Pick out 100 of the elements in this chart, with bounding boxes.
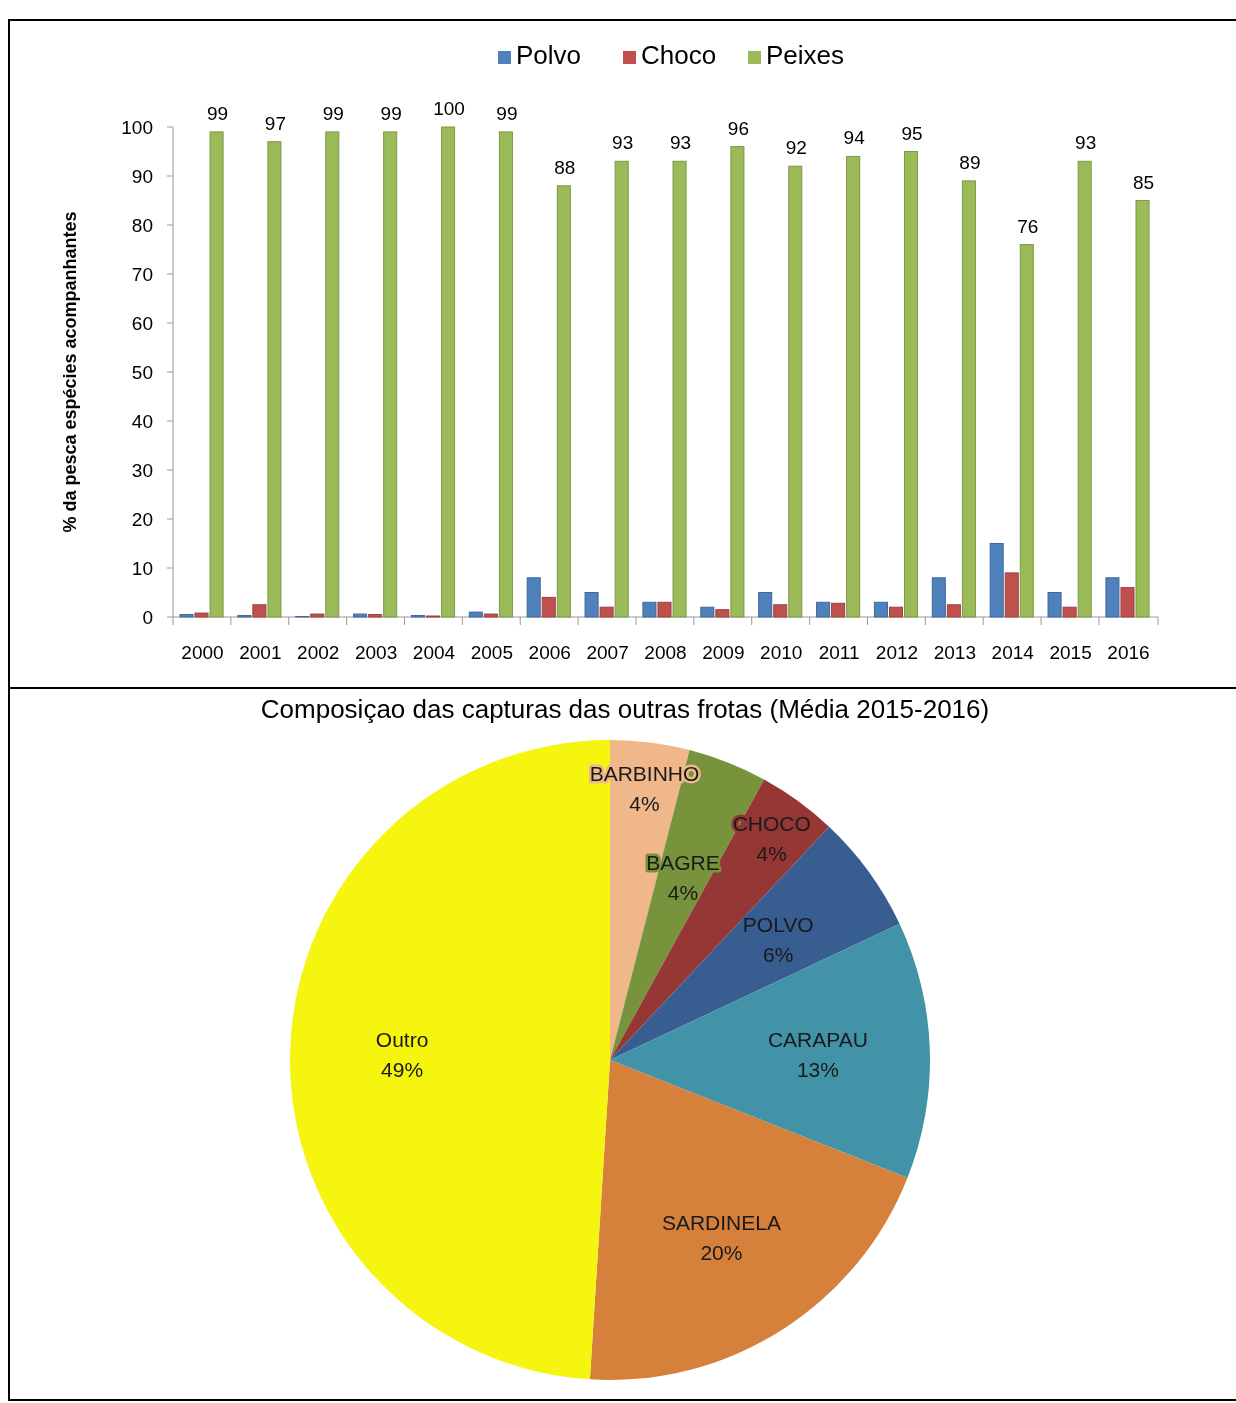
bar xyxy=(209,131,224,618)
x-tick-label: 2010 xyxy=(760,642,803,663)
bar xyxy=(1047,592,1062,618)
data-label: 93 xyxy=(1075,132,1097,154)
slice-label: Outro xyxy=(375,1028,429,1052)
bar xyxy=(1135,200,1150,618)
bar xyxy=(179,614,194,618)
y-tick-label: 20 xyxy=(131,509,153,530)
y-tick-label: 100 xyxy=(121,117,153,138)
bar xyxy=(267,141,282,618)
y-tick-label: 10 xyxy=(131,558,153,579)
bar xyxy=(1019,244,1034,618)
data-label: 76 xyxy=(1017,215,1039,237)
y-tick-label: 80 xyxy=(131,215,153,236)
data-label: 85 xyxy=(1132,171,1155,193)
slice-label: POLVO xyxy=(742,912,814,936)
y-tick-label: 50 xyxy=(131,362,153,383)
bar xyxy=(599,606,614,618)
data-label: 99 xyxy=(496,102,518,124)
bar xyxy=(873,601,888,618)
y-tick-label: 90 xyxy=(131,166,153,187)
data-label: 13% xyxy=(796,1058,839,1082)
data-label: 96 xyxy=(727,117,749,139)
data-label: 4% xyxy=(629,791,660,815)
bar xyxy=(353,613,368,618)
bar xyxy=(194,612,209,618)
bar xyxy=(788,165,803,618)
bar xyxy=(541,596,556,618)
bar xyxy=(556,185,571,618)
x-tick-label: 2009 xyxy=(702,642,745,663)
chart-title: Composiçao das capturas das outras frotas (Média 2015-2016) xyxy=(260,694,990,724)
x-tick-label: 2001 xyxy=(239,642,282,663)
bar xyxy=(758,592,773,618)
bar xyxy=(846,155,861,618)
x-tick-label: 2003 xyxy=(354,642,398,663)
slice-label: CARAPAU xyxy=(767,1028,868,1052)
x-tick-label: 2005 xyxy=(470,642,514,663)
slice-label: SARDINELA xyxy=(661,1210,781,1234)
bar xyxy=(961,180,976,618)
data-label: 92 xyxy=(785,137,807,159)
data-label: 88 xyxy=(554,156,576,178)
data-label: 49% xyxy=(381,1058,424,1082)
bar xyxy=(1062,606,1077,618)
bar xyxy=(441,126,456,618)
y-tick-label: 60 xyxy=(131,313,153,334)
x-tick-label: 2000 xyxy=(181,642,224,663)
bar xyxy=(1105,577,1120,618)
x-tick-label: 2012 xyxy=(875,642,919,663)
data-label: 20% xyxy=(700,1240,743,1264)
bar xyxy=(614,160,629,618)
legend-label: Polvo xyxy=(516,40,582,70)
bar xyxy=(252,604,267,618)
x-tick-label: 2008 xyxy=(644,642,687,663)
bar xyxy=(816,601,831,618)
bar xyxy=(1120,587,1135,618)
bar xyxy=(310,613,325,618)
data-label: 93 xyxy=(669,132,692,154)
x-tick-label: 2015 xyxy=(1049,642,1092,663)
bar xyxy=(888,606,904,618)
x-tick-label: 2014 xyxy=(991,642,1035,663)
legend-label: Choco xyxy=(641,40,717,70)
data-label: 94 xyxy=(843,127,866,149)
y-tick-label: 40 xyxy=(131,411,153,432)
bar xyxy=(383,131,398,618)
bar xyxy=(700,606,715,618)
y-tick-label: 30 xyxy=(131,460,153,481)
data-label: 99 xyxy=(380,102,402,124)
bar xyxy=(368,614,383,618)
data-label: 95 xyxy=(901,122,923,144)
pie-slice xyxy=(589,1060,908,1380)
x-tick-label: 2007 xyxy=(586,642,629,663)
bar xyxy=(715,609,730,618)
bar xyxy=(931,577,946,618)
x-tick-label: 2016 xyxy=(1107,642,1150,663)
bar xyxy=(672,160,687,618)
x-tick-label: 2006 xyxy=(528,642,571,663)
bar xyxy=(831,602,846,618)
bar xyxy=(1004,572,1019,618)
bar xyxy=(989,543,1004,618)
bar xyxy=(657,601,672,618)
bar xyxy=(904,151,919,618)
bar xyxy=(642,601,657,618)
y-tick-label: 70 xyxy=(131,264,153,285)
bar xyxy=(498,131,513,618)
x-tick-label: 2002 xyxy=(297,642,340,663)
data-label: 89 xyxy=(959,151,981,173)
bar xyxy=(946,604,961,618)
x-tick-label: 2004 xyxy=(412,642,456,663)
data-label: 6% xyxy=(763,942,794,966)
bar xyxy=(584,592,599,618)
y-axis-title: % da pesca espécies acompanhantes xyxy=(60,211,80,533)
bar xyxy=(773,604,788,618)
data-label: 4% xyxy=(667,880,699,904)
bar xyxy=(1077,160,1092,618)
data-label: 4% xyxy=(756,842,787,866)
bar xyxy=(483,613,498,618)
bar xyxy=(526,577,541,618)
bar xyxy=(468,611,483,618)
data-label: 93 xyxy=(612,132,634,154)
data-label: 99 xyxy=(206,102,229,124)
